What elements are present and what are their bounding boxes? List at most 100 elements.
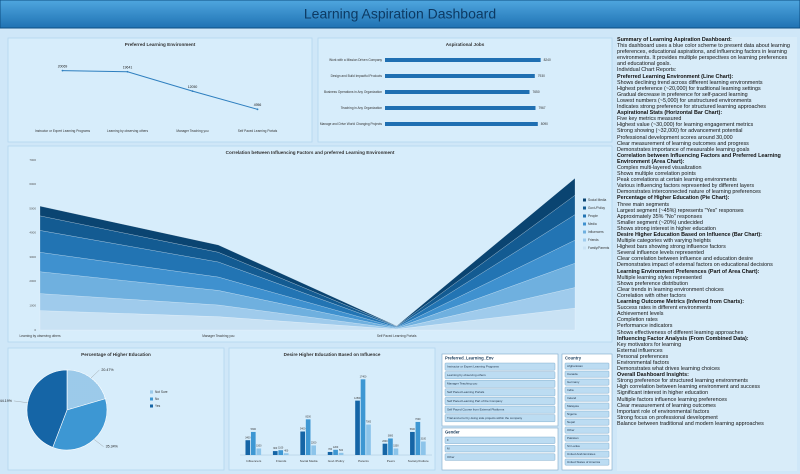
- summary-text: Demonstrates impact of external factors …: [617, 262, 773, 269]
- slicer-item-label[interactable]: Self Paced Learning Part of the Company: [447, 399, 503, 403]
- bar: [305, 419, 311, 455]
- summary-text: Multiple categories with varying heights: [617, 238, 711, 245]
- slicer-item[interactable]: [564, 394, 610, 402]
- slicer-item-label[interactable]: Nigeria: [567, 412, 577, 416]
- bar: [278, 450, 284, 455]
- slicer-item-label[interactable]: Ireland: [567, 396, 577, 400]
- slicer-item[interactable]: [564, 362, 610, 370]
- slicer-item[interactable]: [564, 378, 610, 386]
- slicer-item[interactable]: [564, 370, 610, 378]
- summary-text: Several influence levels represented: [617, 250, 704, 257]
- data-label: 12050: [188, 85, 198, 89]
- data-label: 3100: [421, 438, 427, 441]
- slicer-item[interactable]: [444, 397, 556, 405]
- summary-heading: Overall Dashboard Insights:: [617, 372, 689, 379]
- y-tick-label: 3000: [29, 255, 36, 259]
- data-label: 5300: [251, 428, 257, 431]
- slicer-item-label[interactable]: Manager Teaching you: [447, 382, 478, 386]
- slicer-item[interactable]: [444, 453, 556, 461]
- slicer-item-label[interactable]: M: [447, 446, 450, 450]
- legend-label: Media: [588, 222, 597, 226]
- slicer-item[interactable]: [564, 434, 610, 442]
- bar: [385, 74, 535, 78]
- slicer-item-label[interactable]: Canada: [567, 372, 578, 376]
- legend-label: Yes: [155, 404, 161, 408]
- slicer-item[interactable]: [564, 402, 610, 410]
- slicer-item-label[interactable]: F: [447, 438, 449, 442]
- legend-swatch: [583, 230, 586, 234]
- slicer-item-label[interactable]: United Arab Emirates: [567, 452, 596, 456]
- summary-text: Smaller segment (~20%) undecided: [617, 219, 703, 226]
- slicer-item[interactable]: [564, 426, 610, 434]
- data-label: 44.19%: [0, 399, 13, 403]
- leader-line: [90, 369, 100, 379]
- summary-heading: Correlation between Influencing Factors …: [617, 152, 781, 165]
- summary-text: Three main segments: [617, 201, 670, 208]
- summary-text: Five key metrics measured: [617, 116, 682, 123]
- slicer-item-label[interactable]: Pakistan: [567, 436, 579, 440]
- slicer-item-label[interactable]: Learning by observing others: [447, 373, 486, 377]
- summary-text: Peak correlations at certain learning en…: [617, 177, 737, 184]
- summary-text: This dashboard uses a blue color scheme …: [617, 43, 790, 68]
- slicer-item[interactable]: [444, 388, 556, 397]
- y-tick-label: 6000: [29, 182, 36, 186]
- y-tick-label: 4000: [29, 231, 36, 235]
- data-label: 3800: [388, 435, 394, 438]
- x-tick-label: Self Paced Learning Portals: [238, 129, 278, 133]
- header-border: [0, 0, 800, 29]
- slicer-item-label[interactable]: Malaysia: [567, 404, 579, 408]
- slicer-item-label[interactable]: United States of America: [567, 460, 600, 464]
- slicer-item-label[interactable]: Nepal: [567, 420, 575, 424]
- slicer-item[interactable]: [564, 386, 610, 394]
- legend-label: No: [155, 397, 159, 401]
- chart-title: Correlation between Influencing Factors …: [226, 150, 395, 155]
- slicer-item[interactable]: [444, 362, 556, 371]
- slicer-item-label[interactable]: Self Paced Learning Portals: [447, 390, 485, 394]
- y-tick-label: Business Operations in Any Organization: [324, 90, 382, 94]
- slicer-item[interactable]: [444, 414, 556, 423]
- slicer-item[interactable]: [444, 405, 556, 414]
- legend-label: Family/Parents: [588, 246, 610, 250]
- slicer-item-label[interactable]: Self Paced Course from External Platform…: [447, 407, 505, 411]
- legend-label: People: [588, 214, 598, 218]
- data-label: 400: [284, 449, 289, 452]
- slicer-item-label[interactable]: Afghanistan: [567, 364, 583, 368]
- y-tick-label: 5000: [29, 206, 36, 210]
- slicer-item[interactable]: [444, 436, 556, 444]
- summary-text: Professional development scores around 3…: [617, 134, 733, 141]
- slicer-item[interactable]: [564, 418, 610, 426]
- slicer-item-label[interactable]: Other: [567, 428, 575, 432]
- slicer-item[interactable]: [564, 458, 610, 466]
- slicer-item[interactable]: [564, 410, 610, 418]
- bar: [393, 448, 399, 455]
- bar: [333, 449, 338, 455]
- slicer-item[interactable]: [444, 371, 556, 380]
- summary-text: Individual Chart Reports:: [617, 67, 677, 74]
- slicer-item[interactable]: [564, 442, 610, 450]
- summary-text: Largest segment (~45%) represents "Yes" …: [617, 207, 744, 214]
- slicer-item-label[interactable]: Other: [447, 455, 455, 459]
- slicer-item-label[interactable]: Germany: [567, 380, 580, 384]
- legend-label: Friends: [588, 238, 599, 242]
- chart-title: Percentage of Higher Education: [81, 352, 151, 357]
- slicer-item-label[interactable]: Trial and error by doing side projects w…: [447, 416, 523, 420]
- header-bar: [0, 0, 800, 28]
- summary-text: Multiple factors influence learning pref…: [617, 396, 727, 403]
- summary-text: Gradual decrease in preference for self-…: [617, 91, 748, 98]
- slicer-item-label[interactable]: Instructor or Expert Learning Programs: [447, 364, 499, 368]
- slicer-item[interactable]: [444, 380, 556, 388]
- slicer-item-label[interactable]: India: [567, 388, 574, 392]
- summary-text: Shows declining trend across different l…: [617, 79, 763, 86]
- slicer-item-label[interactable]: Sri Lanka: [567, 444, 580, 448]
- legend-label: Social Media: [588, 198, 606, 202]
- panel: [228, 347, 436, 471]
- bar: [355, 400, 360, 455]
- slicer-item[interactable]: [444, 445, 556, 453]
- bar: [385, 58, 541, 62]
- point: [126, 70, 129, 73]
- data-label: 1100: [278, 446, 284, 449]
- slicer-item[interactable]: [564, 450, 610, 458]
- summary-text: Demonstrates interconnected nature of le…: [617, 189, 761, 196]
- legend-swatch: [150, 404, 153, 408]
- x-tick-label: Instructor or Expert Learning Programs: [35, 129, 91, 133]
